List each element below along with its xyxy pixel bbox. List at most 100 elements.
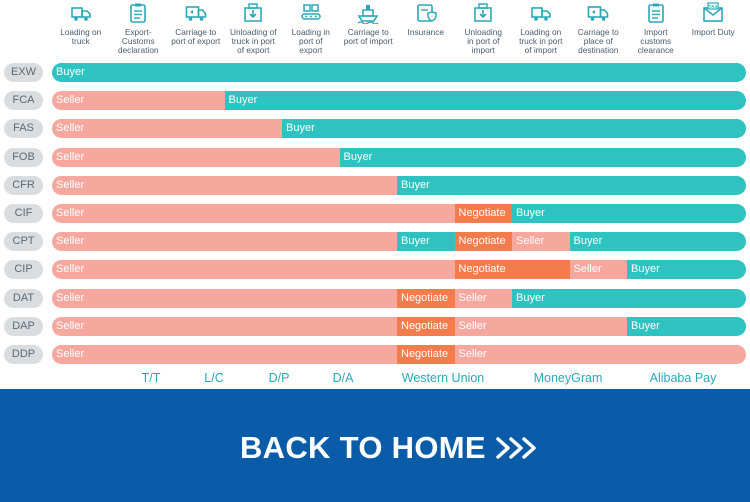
segment-negotiate: Negotiate (454, 232, 512, 252)
payment-method: D/A (332, 371, 354, 385)
chevrons-right-icon (496, 437, 536, 459)
conveyor-icon (301, 4, 321, 20)
segment-buyer: Buyer (339, 147, 746, 167)
back-to-home-button[interactable]: BACK TO HOME (240, 428, 540, 468)
column-header: Loading in port of export (283, 0, 339, 56)
column-label: Loading on truck in port of import (519, 27, 563, 56)
column-header: Unloading in port of import (455, 0, 511, 56)
column-header: Carriage to place of destination (570, 0, 626, 56)
incoterm-bar: Seller Negotiate Seller (52, 345, 746, 364)
segment-negotiate: Negotiate (397, 316, 455, 336)
incoterm-code: CFR (4, 175, 43, 195)
segment-buyer: Buyer (627, 260, 746, 280)
segment-negotiate: Negotiate (397, 288, 455, 308)
segment-buyer: Buyer (512, 204, 746, 223)
segment-buyer: Buyer (52, 63, 746, 82)
incoterm-bar: Buyer (52, 63, 746, 82)
incoterm-code: EXW (4, 63, 43, 82)
incoterm-code: FOB (4, 147, 43, 167)
unloading-box-icon (474, 3, 493, 22)
column-label: Insurance (407, 27, 444, 37)
incoterm-code: FCA (4, 91, 43, 111)
segment-buyer: Buyer (224, 91, 746, 111)
column-label: Unloading in port of import (464, 27, 502, 56)
incoterm-bar: Seller Negotiate Buyer (52, 204, 746, 223)
clipboard-icon (647, 3, 664, 23)
column-header: Insurance (398, 0, 454, 37)
clipboard-icon (130, 3, 147, 23)
segment-negotiate: Negotiate (454, 204, 512, 223)
segment-buyer: Buyer (282, 119, 746, 139)
incoterm-bar: Seller Buyer (52, 91, 746, 111)
segment-seller: Seller (454, 316, 627, 336)
incoterm-code: DDP (4, 345, 43, 364)
tax-envelope-icon: TAX (703, 2, 724, 22)
column-header: Carriage to port of import (340, 0, 396, 46)
unloading-box-icon (244, 3, 263, 22)
incoterm-bar: Seller Buyer (52, 147, 746, 167)
segment-seller: Seller (52, 345, 397, 364)
column-label: Loading in port of export (291, 27, 330, 56)
segment-seller: Seller (52, 175, 397, 195)
column-header: Loading on truck in port of import (513, 0, 569, 56)
column-header: Import customs clearance (628, 0, 684, 56)
segment-buyer: Buyer (627, 316, 746, 336)
incoterm-code: CPT (4, 232, 43, 252)
svg-text:TAX: TAX (709, 4, 718, 9)
column-header: Unloading of truck in port of export (225, 0, 281, 56)
column-header: Export- Customs declaration (110, 0, 166, 56)
column-label: Import customs clearance (637, 27, 674, 56)
payment-method: Western Union (401, 371, 485, 385)
payment-method: Alibaba Pay (649, 371, 717, 385)
column-header: Loading on truck (53, 0, 109, 46)
incoterm-bar: Seller Negotiate Seller Buyer (52, 288, 746, 308)
column-header: Carriage to port of export (168, 0, 224, 46)
delivery-truck-icon (185, 6, 207, 21)
truck-loading-icon (530, 7, 551, 21)
segment-seller: Seller (52, 147, 340, 167)
payment-method: L/C (204, 371, 224, 385)
segment-buyer: Buyer (569, 232, 746, 252)
column-label: Loading on truck (60, 27, 102, 47)
segment-seller: Seller (512, 232, 570, 252)
segment-negotiate: Negotiate (454, 260, 570, 280)
incoterm-code: FAS (4, 119, 43, 139)
column-header: TAX Import Duty (685, 0, 741, 37)
segment-seller: Seller (52, 316, 397, 336)
incoterm-code: DAT (4, 288, 43, 308)
incoterm-code: CIF (4, 204, 43, 223)
ship-icon (357, 5, 379, 24)
incoterm-bar: Seller Buyer Negotiate Seller Buyer (52, 232, 746, 252)
payment-method: D/P (268, 371, 290, 385)
insurance-icon (416, 4, 437, 22)
incoterm-bar: Seller Buyer (52, 119, 746, 139)
segment-seller: Seller (52, 260, 455, 280)
incoterm-code: DAP (4, 316, 43, 336)
incoterm-bar: Seller Negotiate Seller Buyer (52, 260, 746, 280)
delivery-truck-icon (587, 6, 609, 21)
segment-seller: Seller (454, 288, 512, 308)
back-to-home-label: BACK TO HOME (240, 430, 486, 465)
column-label: Carriage to port of export (171, 27, 221, 47)
incoterm-bar: Seller Negotiate Seller Buyer (52, 316, 746, 336)
segment-seller: Seller (52, 204, 455, 223)
footer-banner (0, 389, 750, 502)
segment-seller: Seller (52, 91, 225, 111)
truck-loading-icon (70, 7, 91, 21)
incoterm-bar: Seller Buyer (52, 175, 746, 195)
segment-seller: Seller (52, 119, 282, 139)
column-label: Export- Customs declaration (117, 27, 159, 56)
segment-seller: Seller (52, 288, 397, 308)
segment-seller: Seller (569, 260, 627, 280)
segment-buyer: Buyer (397, 232, 455, 252)
column-label: Carriage to place of destination (577, 27, 619, 56)
segment-seller: Seller (454, 345, 746, 364)
segment-seller: Seller (52, 232, 397, 252)
payment-method: MoneyGram (533, 371, 603, 385)
incoterm-code: CIP (4, 260, 43, 280)
column-label: Unloading of truck in port of export (229, 27, 277, 56)
column-label: Import Duty (691, 27, 735, 37)
column-label: Carriage to port of import (343, 27, 393, 47)
segment-buyer: Buyer (397, 175, 746, 195)
